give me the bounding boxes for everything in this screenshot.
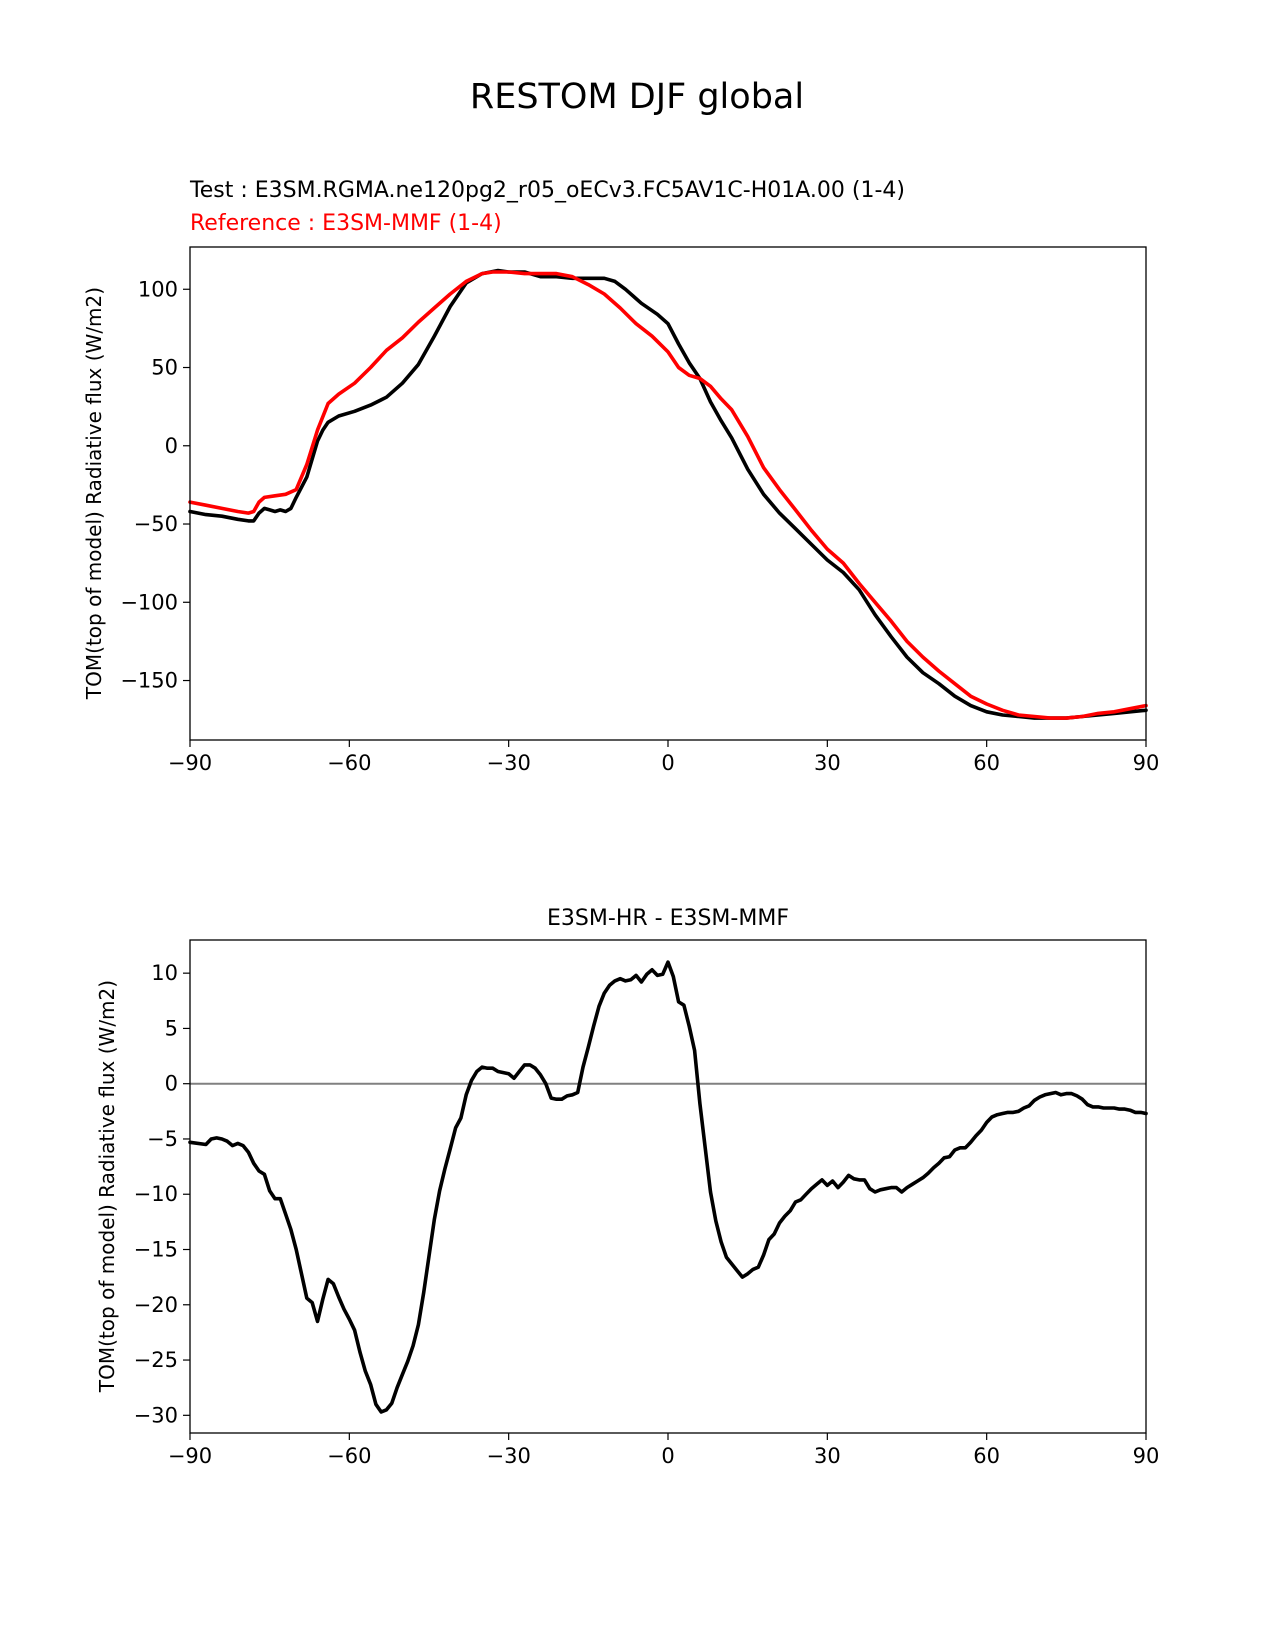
top-y-tick-label: −150 xyxy=(120,669,178,693)
top-series-line-test xyxy=(188,268,1148,720)
bottom-y-tick-label: −30 xyxy=(134,1403,178,1427)
top-x-tick-label: −90 xyxy=(168,751,212,775)
bottom-series xyxy=(188,960,1148,1414)
bottom-y-tick-label: −15 xyxy=(134,1238,178,1262)
bottom-x-tick-label: 90 xyxy=(1133,1444,1160,1468)
bottom-y-tick-label: 0 xyxy=(165,1072,178,1096)
bottom-ticks: −90 −60 −30 0 30 60 90 10 5 0 −5 −10 −15 −20 −25 −30 xyxy=(134,961,1160,1468)
top-x-tick-label: −30 xyxy=(487,751,531,775)
bottom-x-tick-label: 0 xyxy=(661,1444,674,1468)
bottom-y-axis-label: TOM(top of model) Radiative flux (W/m2) xyxy=(95,980,119,1393)
bottom-y-tick-label: −10 xyxy=(134,1182,178,1206)
top-panel: Test : E3SM.RGMA.ne120pg2_r05_oECv3.FC5A… xyxy=(82,178,1159,775)
top-y-tick-label: 50 xyxy=(151,356,178,380)
top-series xyxy=(188,268,1148,720)
top-y-tick-label: −50 xyxy=(134,512,178,536)
bottom-y-tick-label: 5 xyxy=(165,1016,178,1040)
top-series-line-reference xyxy=(188,270,1148,720)
bottom-x-tick-label: 60 xyxy=(973,1444,1000,1468)
bottom-y-tick-label: −20 xyxy=(134,1293,178,1317)
top-y-tick-label: 100 xyxy=(138,277,178,301)
bottom-y-tick-label: −5 xyxy=(147,1127,178,1151)
bottom-plot-frame xyxy=(189,939,1147,1434)
bottom-x-tick-label: −90 xyxy=(168,1444,212,1468)
diff-title: E3SM-HR - E3SM-MMF xyxy=(547,906,789,931)
top-plot-frame xyxy=(189,246,1147,741)
top-x-tick-label: 90 xyxy=(1133,751,1160,775)
top-y-axis-label: TOM(top of model) Radiative flux (W/m2) xyxy=(82,287,106,700)
top-x-tick-label: 60 xyxy=(973,751,1000,775)
bottom-panel: E3SM-HR - E3SM-MMF −90 −60 −30 0 30 60 901050−… xyxy=(95,906,1159,1468)
top-y-tick-label: −100 xyxy=(120,590,178,614)
top-y-tick-label: 0 xyxy=(165,434,178,458)
bottom-x-tick-label: −30 xyxy=(487,1444,531,1468)
top-x-tick-label: 0 xyxy=(661,751,674,775)
bottom-y-tick-label: −25 xyxy=(134,1348,178,1372)
bottom-series-line-e3sm-hr-e3sm-mmf xyxy=(188,960,1148,1414)
top-x-tick-label: 30 xyxy=(814,751,841,775)
test-title: Test : E3SM.RGMA.ne120pg2_r05_oECv3.FC5A… xyxy=(189,178,905,203)
reference-title: Reference : E3SM-MMF (1-4) xyxy=(190,211,502,236)
figure-title: RESTOM DJF global xyxy=(470,77,804,117)
bottom-x-tick-label: 30 xyxy=(814,1444,841,1468)
bottom-y-tick-label: 10 xyxy=(151,961,178,985)
top-x-tick-label: −60 xyxy=(327,751,371,775)
top-ticks: −90 −60 −30 0 30 60 90 100 50 0 −50 −100 −150 xyxy=(120,277,1159,775)
bottom-x-tick-label: −60 xyxy=(327,1444,371,1468)
